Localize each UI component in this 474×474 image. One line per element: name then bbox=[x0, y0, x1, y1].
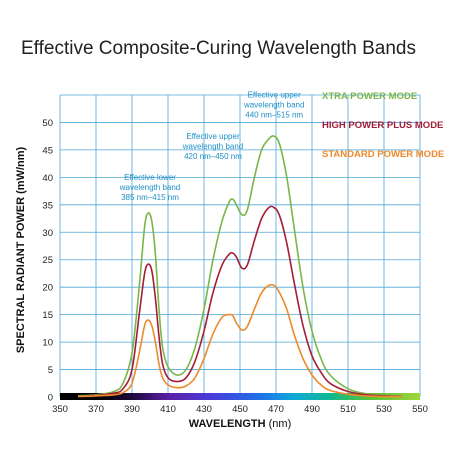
x-tick-label: 550 bbox=[412, 404, 428, 415]
annotation-1: Effective lower wavelength band 385 nm–415… bbox=[119, 173, 181, 202]
y-tick-label: 35 bbox=[42, 200, 53, 211]
y-tick-label: 0 bbox=[48, 393, 53, 404]
series-line-2 bbox=[77, 205, 403, 398]
y-tick-label: 25 bbox=[42, 255, 53, 266]
series-line-3 bbox=[77, 283, 403, 398]
x-tick-label: 390 bbox=[124, 404, 140, 415]
x-tick-label: 350 bbox=[52, 404, 68, 415]
spectrum-bar bbox=[60, 393, 420, 400]
grid-lines bbox=[59, 94, 421, 398]
chart-title: Effective Composite-Curing Wavelength Ba… bbox=[21, 38, 416, 59]
y-tick-labels: 0 5 10 15 20 25 30 35 40 45 50 bbox=[42, 118, 53, 404]
legend: XTRA POWER MODE HIGH POWER PLUS MODE STAND… bbox=[322, 91, 444, 160]
x-tick-label: 470 bbox=[268, 404, 284, 415]
y-tick-label: 45 bbox=[42, 145, 53, 156]
y-tick-label: 10 bbox=[42, 338, 53, 349]
series-line-1 bbox=[77, 135, 403, 398]
y-tick-label: 30 bbox=[42, 228, 53, 239]
x-tick-label: 410 bbox=[160, 404, 176, 415]
x-axis-label: WAVELENGTH (nm) bbox=[189, 418, 291, 430]
legend-item-2: HIGH POWER PLUS MODE bbox=[322, 120, 443, 131]
y-tick-label: 40 bbox=[42, 173, 53, 184]
y-tick-label: 20 bbox=[42, 283, 53, 294]
x-tick-label: 450 bbox=[232, 404, 248, 415]
annotation-3: Effective upper wavelength band 440 nm–515… bbox=[243, 91, 305, 120]
x-tick-label: 530 bbox=[376, 404, 392, 415]
x-tick-label: 430 bbox=[196, 404, 212, 415]
y-tick-label: 50 bbox=[42, 118, 53, 129]
x-tick-label: 490 bbox=[304, 404, 320, 415]
x-tick-labels: 350 370 390 410 430 450 470 490 510 530 550 bbox=[52, 404, 428, 415]
legend-item-1: XTRA POWER MODE bbox=[322, 91, 417, 102]
y-tick-label: 15 bbox=[42, 310, 53, 321]
y-axis-label: SPECTRAL RADIANT POWER (mW/nm) bbox=[15, 146, 27, 353]
annotations: Effective lower wavelength band 385 nm–415… bbox=[119, 91, 305, 202]
x-tick-label: 510 bbox=[340, 404, 356, 415]
legend-item-3: STANDARD POWER MODE bbox=[322, 149, 444, 160]
series-lines bbox=[77, 135, 403, 398]
y-tick-label: 5 bbox=[48, 365, 53, 376]
x-tick-label: 370 bbox=[88, 404, 104, 415]
annotation-2: Effective upper wavelength band 420 nm–450… bbox=[182, 132, 244, 161]
